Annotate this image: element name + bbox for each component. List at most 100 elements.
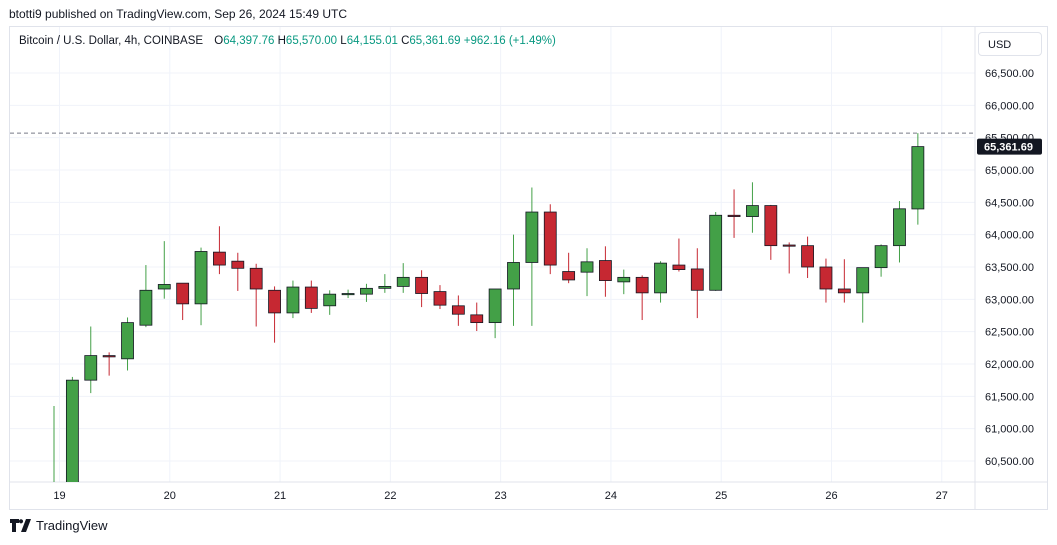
candle-body <box>470 314 484 324</box>
candle-body <box>746 205 759 217</box>
candle-body <box>635 276 649 294</box>
candle-up <box>139 265 153 328</box>
candle-up <box>286 280 300 319</box>
x-tick-label: 21 <box>274 490 286 502</box>
candle-body <box>268 289 281 314</box>
candle-up <box>360 283 373 302</box>
candle-up <box>396 263 410 293</box>
candle-up <box>157 241 171 299</box>
candle-body <box>874 245 888 269</box>
candle-up <box>709 212 723 291</box>
candle-down <box>727 189 741 238</box>
candle-down <box>176 282 190 321</box>
open-label: O <box>214 35 224 47</box>
candle-body <box>304 286 318 309</box>
candle-down <box>543 204 557 275</box>
y-tick-label: 64,000.00 <box>985 230 1034 242</box>
candle-up <box>507 234 520 326</box>
candle-body <box>231 260 245 269</box>
x-tick-label: 27 <box>936 490 948 502</box>
x-tick-label: 25 <box>715 490 727 502</box>
candle-body <box>121 322 134 360</box>
last-price-marker: 65,361.69 <box>977 138 1042 155</box>
close-value: 65,361.69 <box>409 35 461 47</box>
candle-body <box>709 214 723 291</box>
candle-body <box>84 355 98 381</box>
candle-down <box>801 236 814 278</box>
candle-body <box>525 211 539 263</box>
candle-up <box>53 406 55 482</box>
y-tick-label: 66,500.00 <box>985 68 1034 80</box>
candle-body <box>764 205 778 247</box>
tradingview-logo[interactable]: TradingView <box>10 518 108 533</box>
price-axis: 60,500.00 61,000.00 61,500.00 62,000.00 62,5… <box>985 68 1034 468</box>
candle-up <box>488 288 502 339</box>
currency-button[interactable]: USD <box>978 32 1042 56</box>
candle-down <box>231 252 245 291</box>
candle-down <box>304 280 318 313</box>
candle-down <box>562 252 576 284</box>
candle-down <box>764 204 778 260</box>
candle-body <box>378 285 392 289</box>
chart-legend: Bitcoin / U.S. Dollar, 4h, COINBASE O64,… <box>19 35 556 47</box>
candle-body <box>139 289 153 326</box>
candle-body <box>65 379 79 482</box>
high-value: 65,570.00 <box>285 35 338 47</box>
candle-body <box>323 293 337 307</box>
candle-body <box>194 251 208 305</box>
candle-body <box>360 287 373 295</box>
high-label: H <box>277 35 286 47</box>
y-tick-label: 65,000.00 <box>985 165 1034 177</box>
candle-body <box>102 355 116 358</box>
y-tick-label: 63,500.00 <box>985 262 1034 274</box>
open-value: 64,397.76 <box>223 35 275 47</box>
candle-up <box>856 267 870 323</box>
candle-up <box>341 289 355 299</box>
footer-brand: TradingView <box>36 518 108 533</box>
y-tick-label: 61,500.00 <box>985 391 1034 403</box>
candle-down <box>690 248 704 319</box>
last-price-text: 65,361.69 <box>984 142 1033 154</box>
candle-body <box>176 282 190 305</box>
y-tick-label: 62,000.00 <box>985 359 1034 371</box>
publish-info: btotti9 published on TradingView.com, Se… <box>9 7 347 21</box>
candle-body <box>562 271 576 281</box>
candle-body <box>599 260 612 281</box>
candle-up <box>746 182 759 233</box>
x-tick-label: 26 <box>825 490 837 502</box>
x-tick-label: 23 <box>495 490 507 502</box>
candle-up <box>84 326 98 394</box>
candle-body <box>396 276 410 287</box>
candle-body <box>451 305 465 315</box>
candle-down <box>635 275 649 321</box>
change-value: +962.16 (+1.49%) <box>463 35 556 47</box>
candle-down <box>782 242 796 274</box>
candle-body <box>801 245 814 268</box>
candle-down <box>470 302 484 332</box>
candle-up <box>874 244 888 277</box>
y-tick-label: 61,000.00 <box>985 424 1034 436</box>
candle-body <box>672 264 686 270</box>
candle-body <box>249 267 263 290</box>
candle-up <box>580 248 594 297</box>
candle-up <box>654 261 667 303</box>
candle-body <box>543 211 557 266</box>
candle-body <box>415 276 429 294</box>
candle-down <box>451 295 465 326</box>
last-price-box <box>977 138 1042 155</box>
candle-up <box>323 290 337 315</box>
low-value: 64,155.01 <box>346 35 398 47</box>
x-tick-label: 20 <box>164 490 176 502</box>
candle-down <box>268 286 281 343</box>
candle-body <box>157 284 171 290</box>
chart-frame <box>9 26 1048 510</box>
candle-body <box>617 276 631 283</box>
candle-down <box>599 246 612 297</box>
candle-down <box>213 226 226 275</box>
y-tick-label: 62,500.00 <box>985 327 1034 339</box>
candle-body <box>213 251 226 266</box>
grid <box>10 27 1047 509</box>
time-axis: 19 20 21 22 23 24 25 26 27 <box>53 490 947 502</box>
symbol-title: Bitcoin / U.S. Dollar, 4h, COINBASE <box>19 35 204 47</box>
